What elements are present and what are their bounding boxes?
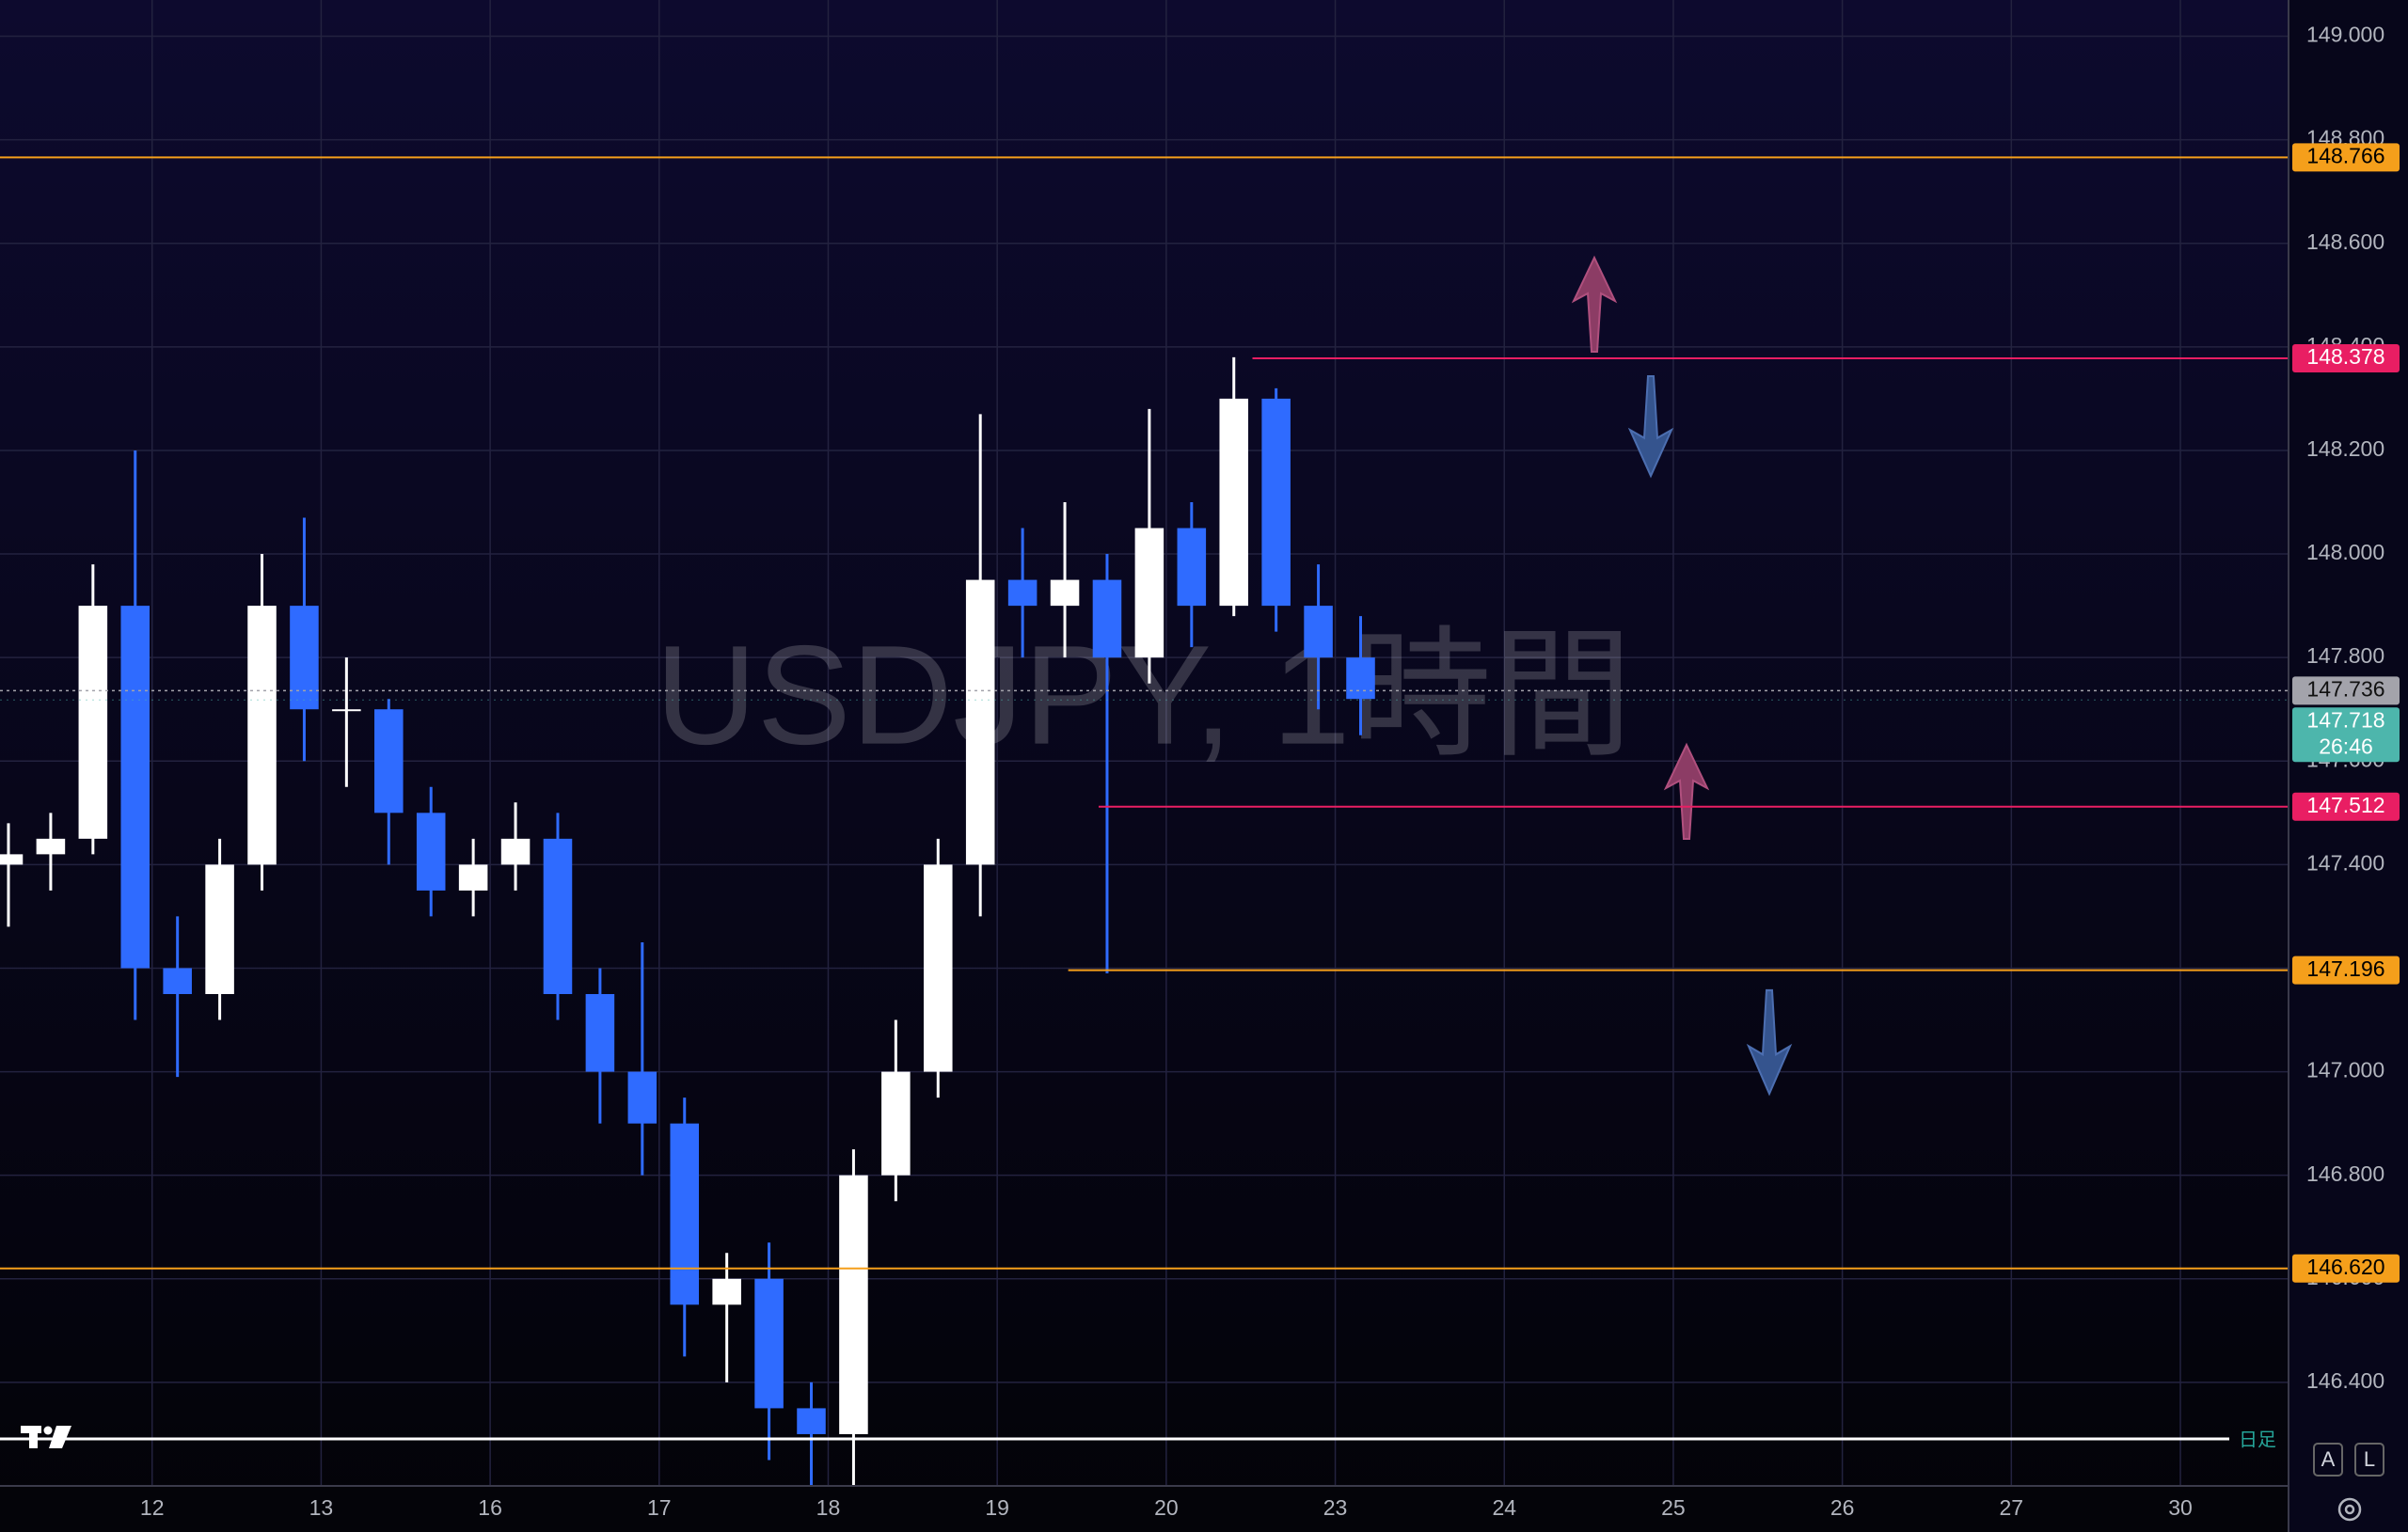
x-tick-label: 23 [1323,1495,1348,1520]
grid [0,0,2289,1486]
y-tick-label: 149.000 [2306,23,2384,47]
x-tick-label: 25 [1661,1495,1686,1520]
bid-badge [2292,676,2400,705]
candle-body [965,579,995,865]
level-badge [2292,956,2400,985]
level-label: 147.512 [2306,793,2384,817]
settings-icon[interactable] [2337,1497,2362,1522]
y-tick-label: 147.000 [2306,1058,2384,1082]
arrow-up [1663,742,1710,840]
y-tick-label: 147.800 [2306,643,2384,668]
level-label: 147.196 [2306,956,2384,981]
candle-body [839,1175,868,1434]
candle-body [924,864,953,1072]
level-badge [2292,143,2400,172]
arrow-down [1746,988,1793,1097]
candle-body [627,1071,657,1124]
candle-body [1134,528,1164,658]
level-label: 146.620 [2306,1255,2384,1279]
candle-body [332,709,361,712]
candle-body [585,994,615,1072]
button-frame[interactable] [2313,1443,2343,1477]
arrow-down [1627,374,1674,479]
last-price-label: 147.718 [2306,707,2384,732]
candle-body [881,1071,911,1176]
time-axis-bg [0,1486,2289,1532]
candle-body [36,838,66,855]
y-tick-label: 147.400 [2306,850,2384,875]
x-tick-label: 30 [2168,1495,2193,1520]
y-tick-label: 148.600 [2306,229,2384,254]
candle-body [1346,657,1375,700]
levels [0,156,2289,1270]
candle-body [797,1408,826,1434]
candle-body [120,606,150,969]
candle-body [670,1123,700,1305]
x-tick-label: 17 [647,1495,672,1520]
x-tick-label: 20 [1154,1495,1179,1520]
x-tick-label: 13 [309,1495,334,1520]
candle-body [78,606,108,839]
candle-body [543,838,573,995]
price-badges: 148.766 148.378 147.512 147.196 146.620 147.7… [2292,143,2400,1283]
candle-body [1261,398,1291,607]
candle-body [754,1278,784,1409]
x-tick-label: 24 [1492,1495,1516,1520]
x-tick-label: 19 [985,1495,1009,1520]
candle-body [205,864,234,995]
candle-body [1304,606,1333,658]
candle-body [290,606,319,710]
candle-body [1050,579,1080,607]
candles [0,356,1375,1486]
candle-body [712,1278,741,1305]
countdown-label: 26:46 [2319,734,2373,758]
candle-body [374,709,404,813]
candle-body [1177,528,1207,607]
logo [21,1426,71,1448]
y-tick-label: 146.400 [2306,1368,2384,1393]
x-tick-label: 26 [1830,1495,1855,1520]
candle-body [416,813,446,891]
level-badge [2292,343,2400,372]
arrow-up [1571,255,1618,353]
candle-body [247,606,277,865]
last-price-badge [2292,707,2400,763]
bid-label: 147.736 [2306,676,2384,701]
log-scale-button[interactable]: L [2364,1447,2375,1471]
x-tick-label: 27 [2000,1495,2024,1520]
y-tick-label: 146.800 [2306,1161,2384,1186]
candle-body [1007,579,1038,607]
candle-body [500,838,531,865]
x-tick-label: 18 [816,1495,841,1520]
timeframe-label[interactable]: 日足 [2239,1429,2276,1450]
candle-body [0,854,24,865]
x-tick-label: 12 [140,1495,165,1520]
auto-scale-button[interactable]: A [2321,1447,2336,1471]
y-tick-label: 148.200 [2306,436,2384,461]
button-frame[interactable] [2354,1443,2384,1477]
level-label: 148.378 [2306,344,2384,369]
level-label: 148.766 [2306,143,2384,167]
candle-body [163,968,192,995]
y-tick-label: 148.000 [2306,540,2384,564]
candle-body [1092,579,1122,658]
x-tick-label: 16 [478,1495,502,1520]
level-badge [2292,1254,2400,1283]
candle-body [458,864,488,891]
candle-body [1219,398,1249,607]
level-badge [2292,792,2400,821]
